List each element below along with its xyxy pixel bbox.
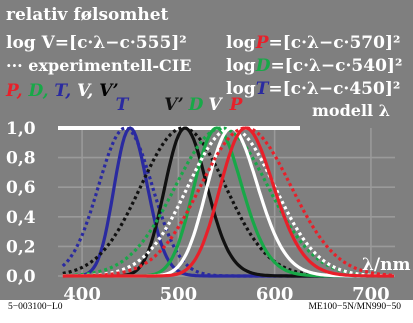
x-tick-label: 600: [256, 284, 294, 305]
model-curve-P: [62, 126, 394, 278]
y-tick-label: 1,0: [6, 119, 36, 139]
x-tick-label: 500: [160, 284, 198, 305]
header-formula-T: logT=[c·λ−c·450]²: [226, 79, 400, 99]
x-tick-label: 400: [63, 284, 101, 305]
y-tick-label: 0,0: [6, 267, 36, 287]
formula-symbol: T: [256, 79, 270, 99]
curve-label-V’: V’: [164, 95, 184, 115]
formula-symbol: D: [255, 56, 271, 76]
formula-symbol: P: [255, 33, 270, 53]
header-formula-P: logP=[c·λ−c·570]²: [226, 33, 400, 53]
header-formula-v: log V=[c·λ−c·555]²: [6, 33, 187, 53]
curves: [61, 126, 395, 278]
y-tick-label: 0,8: [6, 149, 36, 169]
model-label: modell λ: [312, 101, 390, 120]
formula-prefix: log: [226, 56, 256, 76]
curve-label-T: T: [116, 95, 130, 115]
y-tick-label: 0,6: [6, 178, 36, 198]
curve-label-P: P: [229, 95, 244, 115]
experimental-curve-T: [61, 126, 394, 278]
legend-entry: V,: [77, 81, 99, 101]
formula-rest: =[c·λ−c·540]²: [270, 56, 402, 76]
header-note: ··· experimentell-CIE: [6, 56, 191, 75]
formula-rest: =[c·λ−c·450]²: [268, 79, 400, 99]
formula-prefix: log: [226, 33, 256, 53]
legend-entry: V’: [99, 81, 119, 101]
curve-label-V: V: [208, 95, 223, 115]
y-tick-label: 0,2: [6, 237, 36, 257]
experimental-curve-V’: [62, 126, 394, 278]
legend-entry: D,: [27, 81, 54, 101]
formula-prefix: log: [226, 79, 256, 99]
curve-label-D: D: [188, 95, 204, 115]
header-legend: P, D, T, V, V’: [5, 81, 119, 101]
x-tick-label: 700: [352, 284, 390, 305]
x-axis-label: λ/nm: [362, 255, 410, 275]
legend-entry: T,: [54, 81, 77, 101]
experimental-curve-P: [62, 126, 395, 278]
footer-code-left: 5−003100−L0: [8, 302, 63, 312]
formula-rest: =[c·λ−c·570]²: [268, 33, 400, 53]
header-formula-D: logD=[c·λ−c·540]²: [226, 56, 402, 76]
legend-entry: P,: [5, 81, 28, 101]
chart-title: relativ følsomhet: [6, 5, 169, 25]
footer-code-right: ME100−5N/MN990−50: [308, 302, 401, 312]
y-tick-label: 0,4: [6, 208, 36, 228]
